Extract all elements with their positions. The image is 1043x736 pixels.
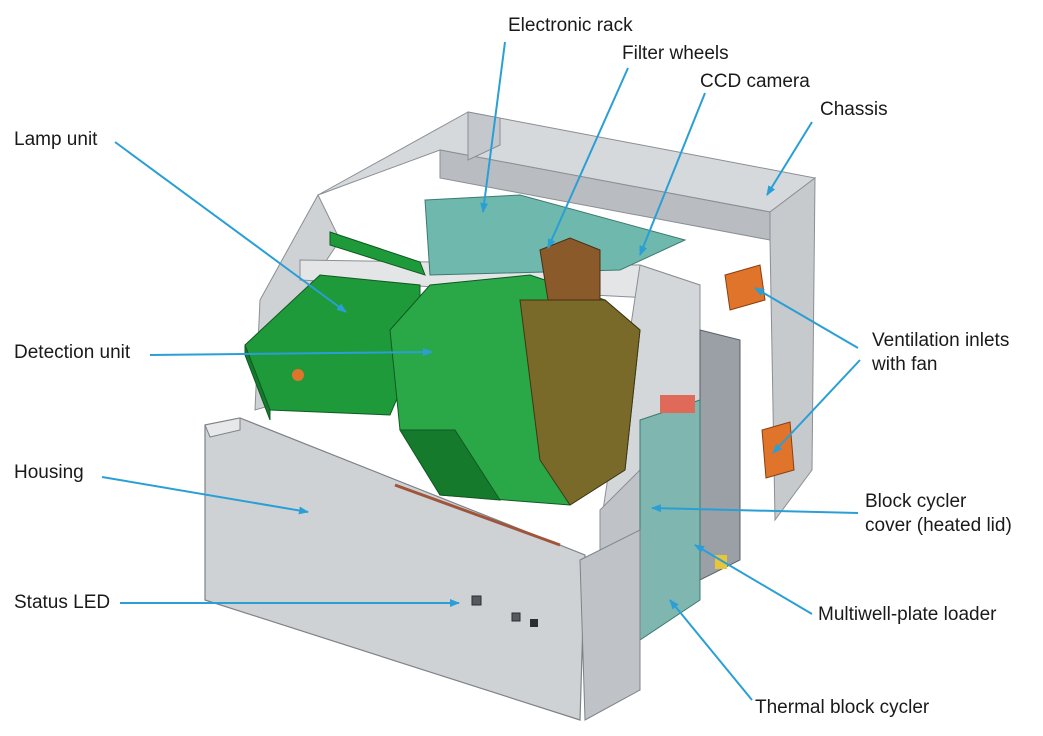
- label-thermal-block-cycler: Thermal block cycler: [755, 697, 930, 718]
- electronic-rack-shape: [424, 194, 687, 276]
- label-electronic-rack: Electronic rack: [508, 15, 633, 36]
- fan-lower-shape: [761, 421, 795, 479]
- label-chassis: Chassis: [820, 99, 888, 120]
- label-lamp-unit: Lamp unit: [14, 129, 98, 150]
- housing-edge: [204, 417, 241, 438]
- label-filter-wheels: Filter wheels: [622, 43, 729, 64]
- label-status-led: Status LED: [14, 592, 111, 613]
- label-multiwell-plate-loader: Multiwell-plate loader: [818, 604, 997, 625]
- label-detection-unit: Detection unit: [14, 342, 131, 363]
- side-panel: [579, 529, 641, 721]
- status-led: [471, 595, 482, 606]
- label-ventilation-inlets: Ventilation inlets with fan: [872, 330, 1010, 375]
- label-ccd-camera: CCD camera: [700, 71, 810, 92]
- label-block-cycler-cover: Block cycler cover (heated lid): [865, 491, 1012, 536]
- label-housing: Housing: [14, 462, 84, 483]
- green-modules: [244, 231, 641, 506]
- callout-arrows: [101, 41, 861, 701]
- fan-upper-shape: [724, 264, 766, 311]
